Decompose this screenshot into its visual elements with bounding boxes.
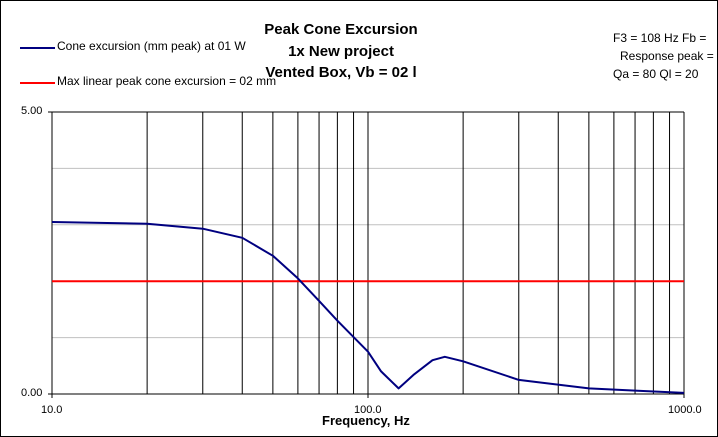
info-line-2: Response peak = (620, 49, 714, 63)
chart-title-3: Vented Box, Vb = 02 l (265, 64, 417, 81)
y-tick-min: 0.00 (21, 387, 43, 399)
series-cone-excursion-line (51, 221, 685, 394)
legend-swatch-max (20, 82, 55, 84)
chart-title-2: 1x New project (288, 43, 394, 60)
legend-max: Max linear peak cone excursion = 02 mm (57, 74, 277, 88)
legend-excursion: Cone excursion (mm peak) at 01 W (57, 39, 246, 53)
y-tick-max: 5.00 (21, 105, 43, 117)
x-tick-1000: 1000.0 (668, 404, 702, 416)
x-axis-label: Frequency, Hz (322, 413, 410, 428)
info-line-1: F3 = 108 Hz Fb = (613, 31, 707, 45)
chart-title-1: Peak Cone Excursion (264, 21, 418, 38)
x-tick-100: 100.0 (354, 404, 382, 416)
info-line-3: Qa = 80 Ql = 20 (613, 67, 699, 81)
x-tick-10: 10.0 (41, 404, 63, 416)
legend-swatch-excursion (20, 47, 55, 49)
